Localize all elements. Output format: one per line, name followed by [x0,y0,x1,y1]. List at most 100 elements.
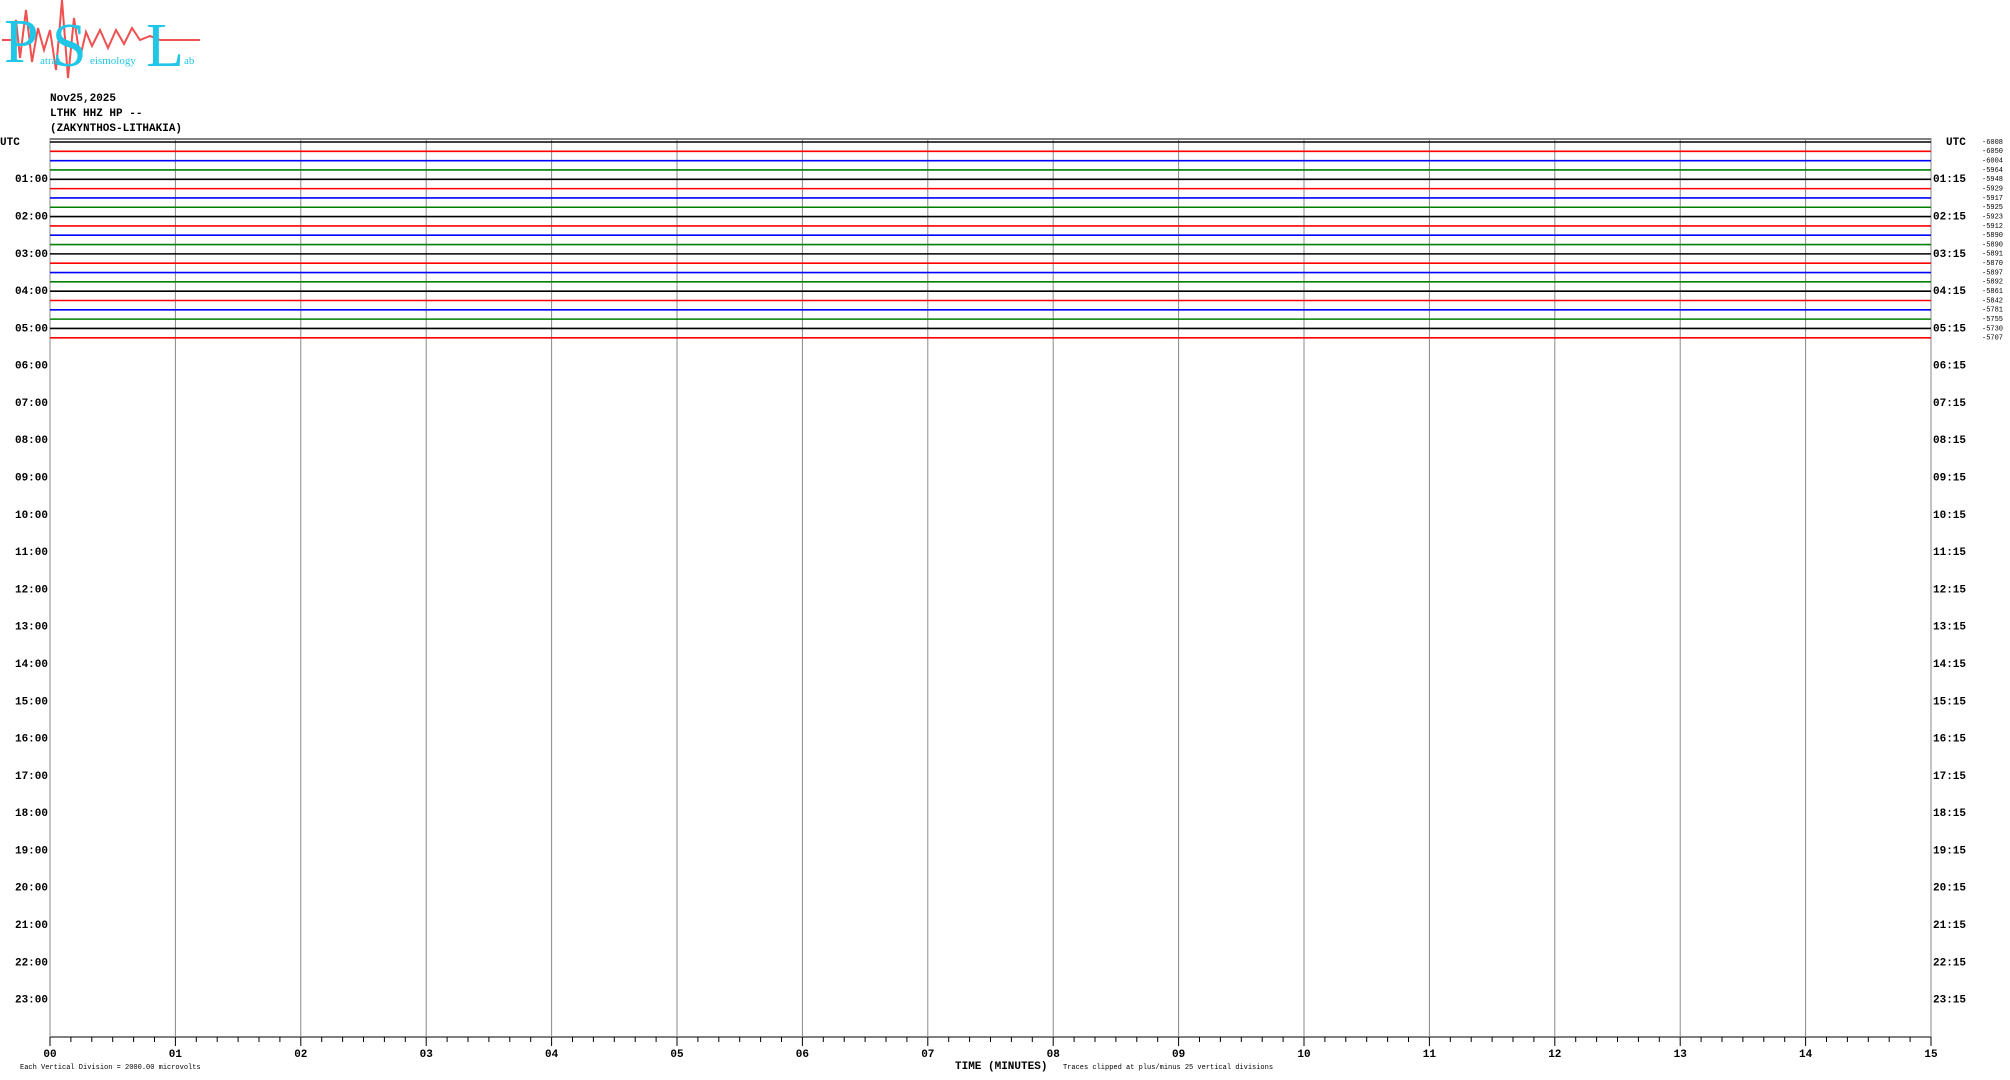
row-label-right: 09:15 [1933,473,1966,485]
row-label-right: 11:15 [1933,547,1966,559]
row-label-left: 10:00 [15,510,48,522]
row-label-left: 15:00 [15,696,48,708]
date: Nov25,2025 [50,93,116,105]
row-label-left: 02:00 [15,211,48,223]
row-label-left: 23:00 [15,995,48,1007]
row-label-right: 03:15 [1933,249,1966,261]
row-label-right: 07:15 [1933,398,1966,410]
row-label-left: 22:00 [15,957,48,969]
row-label-right: 20:15 [1933,883,1966,895]
row-label-left: 20:00 [15,883,48,895]
left-axis-title: UTC [0,137,20,149]
logo-wave [2,0,200,79]
trace-offset-label: -5964 [1982,167,2003,175]
x-tick-label: 04 [545,1049,559,1061]
trace-offset-label: -5707 [1982,335,2003,343]
row-label-left: 17:00 [15,771,48,783]
logo-letter: P [4,8,38,76]
x-tick-label: 00 [43,1049,56,1061]
trace-offset-label: -5861 [1982,288,2003,296]
trace-offset-label: -5890 [1982,232,2003,240]
row-label-right: 17:15 [1933,771,1966,783]
x-tick-label: 09 [1172,1049,1185,1061]
row-label-right: 04:15 [1933,286,1966,298]
trace-offset-label: -5890 [1982,241,2003,249]
row-label-left: 14:00 [15,659,48,671]
x-tick-label: 15 [1924,1049,1938,1061]
row-label-left: 06:00 [15,361,48,373]
clip-note: Traces clipped at plus/minus 25 vertical… [1063,1064,1273,1072]
plot-frame [49,138,1932,1038]
logo-word: ab [184,55,195,67]
logo-letter: S [52,12,86,80]
x-tick-label: 02 [294,1049,307,1061]
row-label-right: 08:15 [1933,435,1966,447]
logo: P S L atras eismology ab [2,0,200,80]
row-label-left: 07:00 [15,398,48,410]
row-label-left: 01:00 [15,174,48,186]
x-tick-label: 03 [420,1049,434,1061]
trace-offset-label: -5781 [1982,307,2003,315]
trace-offset-label: -5897 [1982,269,2003,277]
x-tick-label: 08 [1047,1049,1061,1061]
row-label-left: 18:00 [15,808,48,820]
x-tick-label: 06 [796,1049,809,1061]
row-label-right: 19:15 [1933,845,1966,857]
trace-offset-label: -5925 [1982,204,2003,212]
trace-offset-label: -5892 [1982,279,2003,287]
row-label-left: 05:00 [15,323,48,335]
x-axis-title: TIME (MINUTES) [955,1061,1047,1073]
trace-offset-label: -5755 [1982,316,2003,324]
x-tick-label: 13 [1674,1049,1688,1061]
trace-offset-label: -5912 [1982,223,2003,231]
row-label-left: 04:00 [15,286,48,298]
row-label-right: 05:15 [1933,323,1966,335]
row-label-left: 12:00 [15,584,48,596]
trace-offset-label: -5948 [1982,176,2003,184]
row-label-right: 10:15 [1933,510,1966,522]
row-label-right: 12:15 [1933,584,1966,596]
right-axis-title: UTC [1946,137,1966,149]
row-label-left: 09:00 [15,473,48,485]
row-label-right: 16:15 [1933,734,1966,746]
x-tick-label: 11 [1423,1049,1437,1061]
location: (ZAKYNTHOS-LITHAKIA) [50,123,182,135]
row-label-right: 18:15 [1933,808,1966,820]
row-label-right: 14:15 [1933,659,1966,671]
trace-offset-label: -5842 [1982,297,2003,305]
logo-letter: L [146,12,184,80]
x-tick-label: 05 [670,1049,684,1061]
row-label-right: 15:15 [1933,696,1966,708]
trace-offset-label: -5917 [1982,195,2003,203]
trace-offset-label: -6050 [1982,148,2003,156]
x-tick-label: 14 [1799,1049,1813,1061]
row-label-right: 22:15 [1933,957,1966,969]
row-label-right: 13:15 [1933,622,1966,634]
trace-offset-label: -5870 [1982,260,2003,268]
row-label-right: 21:15 [1933,920,1966,932]
row-label-right: 06:15 [1933,361,1966,373]
trace-offset-label: -5923 [1982,213,2003,221]
station: LTHK HHZ HP -- [50,108,142,120]
x-tick-label: 07 [921,1049,934,1061]
row-label-left: 21:00 [15,920,48,932]
row-label-right: 01:15 [1933,174,1966,186]
row-label-right: 02:15 [1933,211,1966,223]
trace-offset-label: -6008 [1982,139,2003,147]
logo-word: atras [40,55,61,67]
scale-note: Each Vertical Division = 2000.00 microvo… [20,1064,201,1072]
row-label-left: 08:00 [15,435,48,447]
row-label-left: 03:00 [15,249,48,261]
row-label-left: 16:00 [15,734,48,746]
row-label-left: 13:00 [15,622,48,634]
trace-offset-label: -5929 [1982,185,2003,193]
row-label-left: 19:00 [15,845,48,857]
logo-word: eismology [90,55,136,67]
x-tick-label: 10 [1297,1049,1310,1061]
trace-offset-label: -5730 [1982,325,2003,333]
row-label-left: 11:00 [15,547,48,559]
x-tick-label: 01 [169,1049,183,1061]
trace-offset-label: -6004 [1982,157,2003,165]
trace-offset-label: -5891 [1982,251,2003,259]
